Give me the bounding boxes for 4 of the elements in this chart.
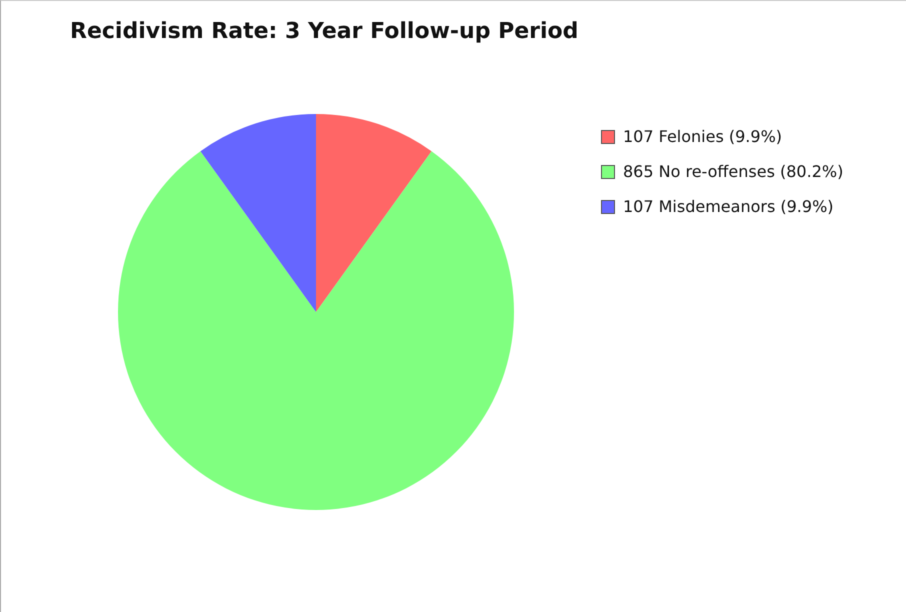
legend-label: 865 No re-offenses (80.2%) — [623, 162, 844, 181]
legend-label: 107 Misdemeanors (9.9%) — [623, 197, 834, 216]
legend-label: 107 Felonies (9.9%) — [623, 127, 782, 146]
chart-title: Recidivism Rate: 3 Year Follow-up Period — [70, 19, 578, 44]
